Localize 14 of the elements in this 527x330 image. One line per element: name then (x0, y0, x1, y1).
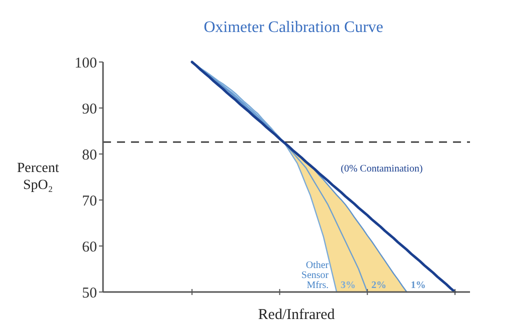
series-label: (0% Contamination) (340, 163, 423, 174)
y-tick-label: 90 (82, 101, 97, 118)
y-tick-label: 60 (82, 239, 97, 256)
y-tick-label: 50 (82, 285, 97, 302)
series-label: 1% (410, 280, 426, 291)
y-axis-title: Percent SpO₂ (17, 161, 60, 193)
y-tick-label: 70 (82, 193, 97, 210)
y-tick-label: 100 (74, 55, 97, 72)
x-axis-title: Red/Infrared (258, 307, 336, 323)
series-label: 3% (340, 280, 356, 291)
annotation: Other Sensor Mfrs. (301, 260, 330, 291)
chart-title: Oximeter Calibration Curve (204, 19, 384, 36)
y-tick-label: 80 (82, 147, 97, 164)
series-label: 2% (371, 280, 386, 291)
